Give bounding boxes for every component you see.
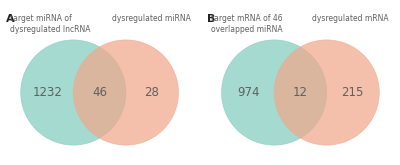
Text: 974: 974 <box>238 86 260 99</box>
Text: 28: 28 <box>144 86 158 99</box>
Text: dysregulated mRNA: dysregulated mRNA <box>312 14 389 23</box>
Circle shape <box>274 40 379 145</box>
Text: 215: 215 <box>341 86 363 99</box>
Circle shape <box>21 40 126 145</box>
Text: 12: 12 <box>293 86 308 99</box>
Text: target miRNA of
dysregulated lncRNA: target miRNA of dysregulated lncRNA <box>10 14 90 34</box>
Text: dysregulated miRNA: dysregulated miRNA <box>112 14 190 23</box>
Text: target mRNA of 46
overlapped miRNA: target mRNA of 46 overlapped miRNA <box>210 14 282 34</box>
Text: B: B <box>207 14 216 24</box>
Text: A: A <box>6 14 15 24</box>
Circle shape <box>222 40 327 145</box>
Text: 46: 46 <box>92 86 107 99</box>
Text: 1232: 1232 <box>33 86 63 99</box>
Circle shape <box>73 40 178 145</box>
